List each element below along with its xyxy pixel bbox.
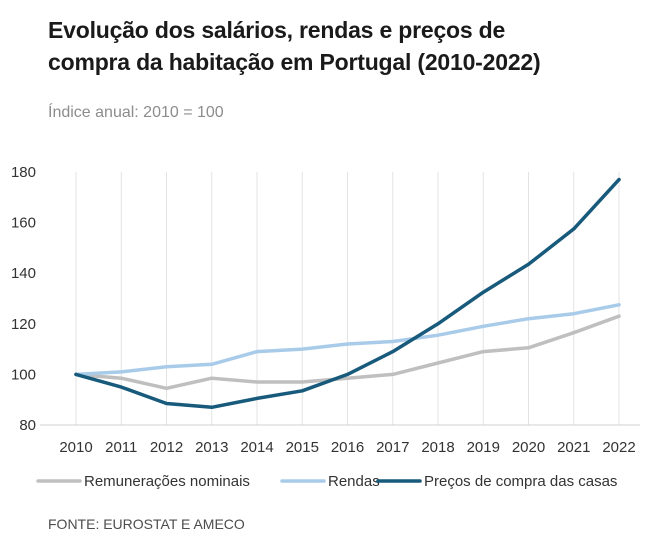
x-tick-label: 2020 bbox=[512, 439, 545, 456]
x-tick-label: 2011 bbox=[105, 439, 137, 456]
legend-label: Preços de compra das casas bbox=[424, 473, 617, 490]
data-point bbox=[436, 361, 440, 365]
legend-label: Rendas bbox=[328, 473, 380, 490]
x-tick-label: 2016 bbox=[331, 439, 364, 456]
data-point bbox=[526, 317, 531, 321]
data-point bbox=[255, 350, 259, 354]
data-point bbox=[345, 372, 350, 376]
chart-source: FONTE: EUROSTAT E AMECO bbox=[48, 516, 245, 532]
data-point bbox=[210, 362, 214, 366]
data-point bbox=[572, 312, 576, 316]
x-tick-label: 2019 bbox=[467, 439, 500, 456]
data-point bbox=[526, 262, 531, 266]
data-point bbox=[119, 385, 123, 389]
data-point bbox=[300, 389, 304, 393]
data-point bbox=[617, 303, 621, 307]
data-point bbox=[436, 322, 440, 326]
x-tick-label: 2010 bbox=[59, 439, 92, 456]
legend-label: Remunerações nominais bbox=[84, 473, 250, 490]
x-tick-label: 2015 bbox=[286, 439, 319, 456]
x-tick-label: 2022 bbox=[602, 439, 635, 456]
data-point bbox=[119, 376, 123, 380]
data-point bbox=[345, 342, 350, 346]
data-point bbox=[74, 372, 78, 376]
data-point bbox=[436, 333, 440, 337]
x-tick-label: 2013 bbox=[195, 439, 228, 456]
data-point bbox=[164, 401, 169, 406]
x-tick-label: 2012 bbox=[150, 439, 183, 456]
data-point bbox=[300, 347, 304, 351]
chart-title: Evolução dos salários, rendas e preços d… bbox=[48, 14, 638, 78]
x-tick-label: 2017 bbox=[376, 439, 409, 456]
data-point bbox=[345, 376, 350, 380]
data-point bbox=[391, 350, 395, 354]
x-tick-label: 2014 bbox=[240, 439, 273, 456]
data-point bbox=[617, 314, 621, 318]
y-tick-label: 180 bbox=[11, 164, 36, 181]
y-tick-label: 80 bbox=[19, 417, 36, 434]
chart-title-line-2: compra da habitação em Portugal (2010-20… bbox=[48, 49, 541, 75]
data-point bbox=[481, 290, 485, 294]
data-point bbox=[526, 346, 531, 350]
data-point bbox=[119, 370, 123, 374]
data-point bbox=[255, 396, 259, 401]
data-point bbox=[210, 376, 214, 380]
data-point bbox=[164, 386, 169, 390]
data-point bbox=[391, 372, 395, 376]
chart-subtitle: Índice anual: 2010 = 100 bbox=[48, 104, 224, 121]
data-point bbox=[300, 380, 304, 384]
data-point bbox=[481, 350, 485, 354]
data-point bbox=[255, 380, 259, 384]
y-tick-label: 160 bbox=[11, 215, 36, 232]
data-point bbox=[572, 227, 576, 231]
x-tick-label: 2021 bbox=[557, 439, 590, 456]
chart-title-line-1: Evolução dos salários, rendas e preços d… bbox=[48, 17, 506, 43]
data-point bbox=[481, 324, 485, 328]
y-tick-label: 120 bbox=[11, 316, 36, 333]
data-point bbox=[164, 365, 169, 369]
data-point bbox=[210, 405, 214, 409]
data-point bbox=[572, 331, 576, 335]
x-tick-label: 2018 bbox=[421, 439, 454, 456]
data-point bbox=[391, 339, 395, 344]
data-point bbox=[617, 177, 621, 182]
y-tick-label: 100 bbox=[11, 366, 36, 383]
y-tick-label: 140 bbox=[11, 265, 36, 282]
